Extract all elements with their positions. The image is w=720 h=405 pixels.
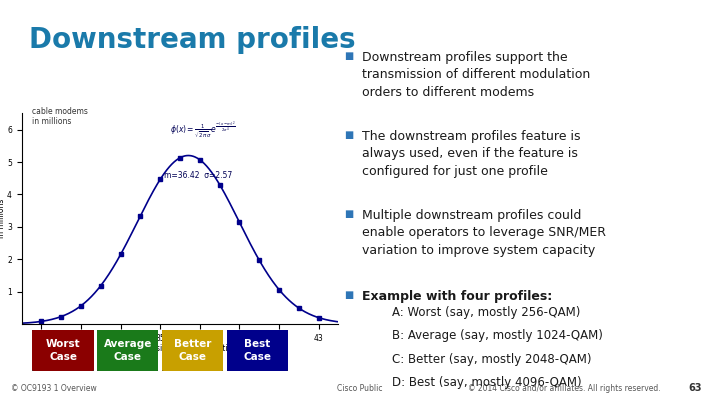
Text: 63: 63	[688, 383, 702, 393]
Text: Example with four profiles:: Example with four profiles:	[362, 290, 552, 303]
Text: Downstream profiles support the
transmission of different modulation
orders to d: Downstream profiles support the transmis…	[362, 51, 590, 99]
Y-axis label: cable modems
in millions: cable modems in millions	[0, 191, 6, 247]
FancyBboxPatch shape	[225, 329, 289, 371]
Text: D: Best (say, mostly 4096-QAM): D: Best (say, mostly 4096-QAM)	[392, 376, 582, 389]
Text: © 2014 Cisco and/or affiliates. All rights reserved.: © 2014 Cisco and/or affiliates. All righ…	[468, 384, 661, 393]
Text: C: Better (say, mostly 2048-QAM): C: Better (say, mostly 2048-QAM)	[392, 353, 592, 366]
Text: B: Average (say, mostly 1024-QAM): B: Average (say, mostly 1024-QAM)	[392, 329, 603, 342]
Text: Best
Case: Best Case	[243, 339, 271, 362]
Text: cable modems
in millions: cable modems in millions	[32, 107, 87, 126]
Text: ■: ■	[344, 209, 354, 219]
Text: $\phi(x)= \frac{1}{\sqrt{2\pi}\sigma} e^{\frac{-(x-m)^2}{2\sigma^4}}$: $\phi(x)= \frac{1}{\sqrt{2\pi}\sigma} e^…	[170, 120, 236, 141]
Text: The downstream profiles feature is
always used, even if the feature is
configure: The downstream profiles feature is alway…	[362, 130, 580, 178]
Text: Cisco Public: Cisco Public	[337, 384, 383, 393]
Text: Better
Case: Better Case	[174, 339, 211, 362]
Text: ■: ■	[344, 290, 354, 300]
Text: Worst
Case: Worst Case	[45, 339, 81, 362]
FancyBboxPatch shape	[31, 329, 95, 371]
Text: © OC9193 1 Overview: © OC9193 1 Overview	[11, 384, 96, 393]
Text: Multiple downstream profiles could
enable operators to leverage SNR/MER
variatio: Multiple downstream profiles could enabl…	[362, 209, 606, 257]
Text: Average
Case: Average Case	[104, 339, 152, 362]
FancyBboxPatch shape	[96, 329, 160, 371]
Text: ■: ■	[344, 130, 354, 140]
X-axis label: downstream signal to noise ratio in dB: downstream signal to noise ratio in dB	[106, 344, 254, 353]
Text: ■: ■	[344, 51, 354, 61]
Text: A: Worst (say, mostly 256-QAM): A: Worst (say, mostly 256-QAM)	[392, 306, 581, 319]
Text: m=36.42  σ=2.57: m=36.42 σ=2.57	[164, 171, 233, 180]
Text: Downstream profiles: Downstream profiles	[29, 26, 356, 54]
FancyBboxPatch shape	[161, 329, 225, 371]
